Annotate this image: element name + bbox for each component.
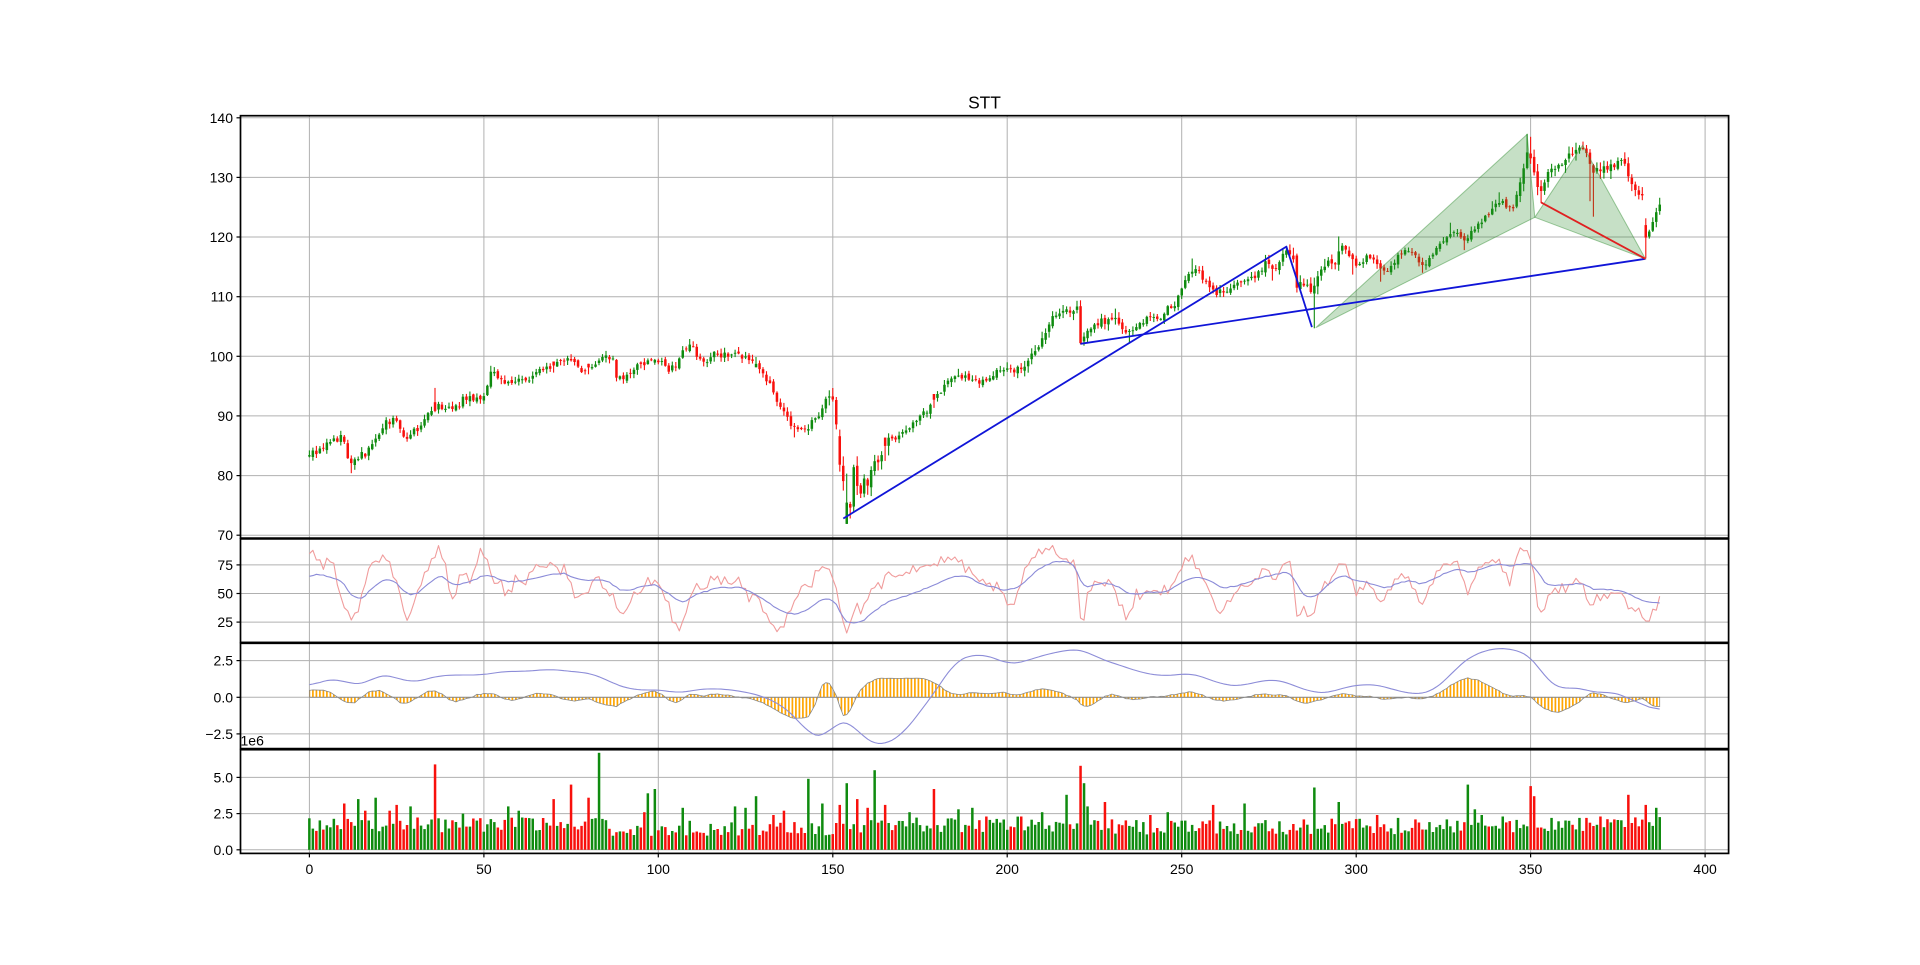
svg-text:80: 80 <box>217 468 233 484</box>
svg-text:5.0: 5.0 <box>214 769 234 785</box>
svg-text:0.0: 0.0 <box>214 689 234 705</box>
svg-text:130: 130 <box>210 169 234 185</box>
svg-text:0: 0 <box>306 861 314 877</box>
svg-text:2.5: 2.5 <box>214 653 234 669</box>
svg-text:350: 350 <box>1519 861 1543 877</box>
svg-text:75: 75 <box>217 557 233 573</box>
svg-text:2.5: 2.5 <box>214 806 234 822</box>
svg-text:120: 120 <box>210 229 234 245</box>
svg-text:25: 25 <box>217 614 233 630</box>
svg-text:50: 50 <box>217 586 233 602</box>
svg-text:200: 200 <box>996 861 1020 877</box>
svg-text:140: 140 <box>210 110 234 126</box>
svg-text:250: 250 <box>1170 861 1194 877</box>
svg-text:0.0: 0.0 <box>214 842 234 858</box>
svg-text:STT: STT <box>968 93 1001 113</box>
svg-text:300: 300 <box>1345 861 1369 877</box>
svg-text:100: 100 <box>210 348 234 364</box>
svg-text:90: 90 <box>217 408 233 424</box>
svg-text:110: 110 <box>211 289 234 305</box>
svg-text:100: 100 <box>647 861 671 877</box>
svg-text:70: 70 <box>217 527 233 543</box>
svg-text:400: 400 <box>1693 861 1717 877</box>
svg-text:1e6: 1e6 <box>241 733 265 749</box>
svg-text:−2.5: −2.5 <box>205 726 233 742</box>
svg-text:50: 50 <box>476 861 492 877</box>
svg-text:150: 150 <box>821 861 845 877</box>
